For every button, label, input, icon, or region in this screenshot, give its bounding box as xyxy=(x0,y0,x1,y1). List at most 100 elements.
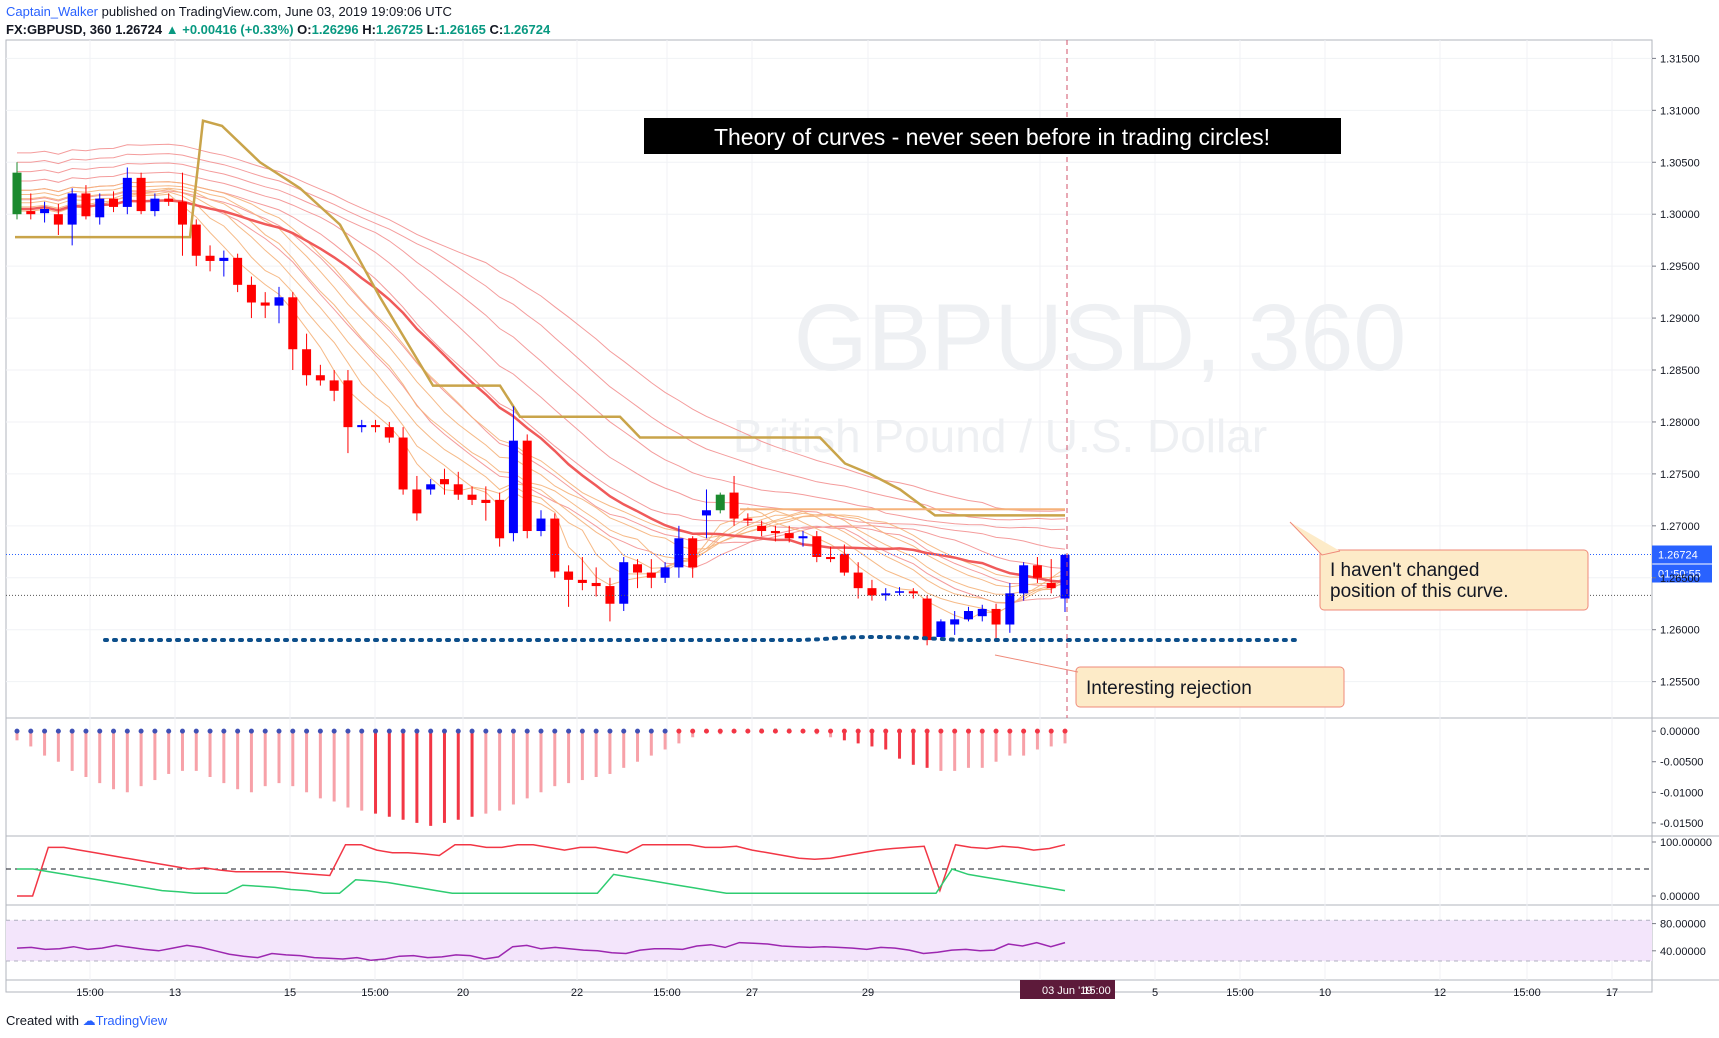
price-tick-label: 1.30000 xyxy=(1660,209,1700,221)
price-tick-label: 1.29000 xyxy=(1660,313,1700,325)
histogram-panel: 0.00000 -0.00500 -0.01000 -0.01500 xyxy=(14,726,1703,830)
candle-body xyxy=(53,214,63,225)
price-tick-label: 1.25500 xyxy=(1660,677,1700,689)
candle-body xyxy=(757,525,767,532)
candle-body xyxy=(619,562,629,604)
close-label: C: xyxy=(489,22,504,37)
histogram-dot xyxy=(703,728,709,734)
histogram-dot xyxy=(69,728,75,734)
candle-body xyxy=(95,198,105,218)
histogram-dot xyxy=(276,728,282,734)
histogram-dot xyxy=(621,728,627,734)
histogram-dot xyxy=(510,728,516,734)
candle-body xyxy=(329,380,339,391)
candle-body xyxy=(1032,565,1042,578)
time-tick-label: 20 xyxy=(457,987,469,999)
histogram-dot xyxy=(235,728,241,734)
candle-body xyxy=(715,494,725,511)
grid xyxy=(6,40,1719,992)
oscillator-tick-label: 100.00000 xyxy=(1660,837,1712,849)
candle-body xyxy=(895,591,905,593)
candle-body xyxy=(977,608,987,617)
watermark-name: British Pound / U.S. Dollar xyxy=(733,410,1267,462)
histogram-dot xyxy=(28,728,34,734)
candle-body xyxy=(136,177,146,212)
ohlc-legend: FX:GBPUSD, 360 1.26724 ▲ +0.00416 (+0.33… xyxy=(6,22,550,37)
candle-body xyxy=(784,533,794,539)
candle-body xyxy=(343,380,353,428)
histogram-tick-label: 0.00000 xyxy=(1660,726,1700,738)
time-axis: 15:00 13 15 15:00 20 22 15:00 27 29 03 Jun '19 5 15… xyxy=(76,980,1618,999)
histogram-dot xyxy=(566,728,572,734)
publish-info: Captain_Walker published on TradingView.… xyxy=(6,4,452,19)
histogram-dot xyxy=(993,728,999,734)
time-tick-label: 22 xyxy=(571,987,583,999)
candle-body xyxy=(12,172,22,215)
candle-body xyxy=(908,591,918,594)
price-axis: 1.31500 1.31000 1.30500 1.30000 1.29500 1.290… xyxy=(1652,53,1700,689)
callout-rejection xyxy=(1075,666,1345,708)
candle-body xyxy=(812,536,822,557)
histogram-dot xyxy=(690,728,696,734)
callout-rejection-text: Interesting rejection xyxy=(1086,678,1252,699)
time-tick-label: 03 Jun '19 xyxy=(1042,985,1092,997)
time-tick-label: 12 xyxy=(1434,987,1446,999)
histogram-dot xyxy=(538,728,544,734)
candle-body xyxy=(798,536,808,539)
candle-body xyxy=(950,619,960,625)
candle-body xyxy=(729,492,739,519)
candle-body xyxy=(495,499,505,539)
rsi-band xyxy=(6,920,1652,961)
red-ma-line xyxy=(17,171,1066,550)
tradingview-link[interactable]: TradingView xyxy=(95,1013,168,1028)
histogram-dot xyxy=(483,728,489,734)
candle-body xyxy=(260,302,270,306)
candle-body xyxy=(936,621,946,637)
high-label: H: xyxy=(362,22,376,37)
histogram-dot xyxy=(662,728,668,734)
candles xyxy=(12,162,1070,646)
callout-curve xyxy=(1319,549,1589,611)
histogram-dot xyxy=(497,728,503,734)
candle-body xyxy=(688,538,698,568)
histogram-dot xyxy=(428,728,434,734)
candle-body xyxy=(770,531,780,534)
price-tick-label: 1.27500 xyxy=(1660,469,1700,481)
histogram-dot xyxy=(841,728,847,734)
histogram-dot xyxy=(552,728,558,734)
price-tick-label: 1.26000 xyxy=(1660,625,1700,637)
time-tick-label: 15:00 xyxy=(76,987,104,999)
time-tick-label: 15 xyxy=(284,987,296,999)
open-value: 1.26296 xyxy=(311,22,359,37)
histogram-dot xyxy=(248,728,254,734)
symbol-label[interactable]: FX:GBPUSD, 360 xyxy=(6,22,112,37)
countdown-box xyxy=(1652,564,1712,583)
title-text: Theory of curves - never seen before in … xyxy=(714,124,1270,150)
candle-body xyxy=(839,553,849,573)
candle-body xyxy=(701,510,711,516)
close-value: 1.26724 xyxy=(503,22,551,37)
histogram-tick-label: -0.01500 xyxy=(1660,818,1703,830)
author-link[interactable]: Captain_Walker xyxy=(6,4,99,19)
histogram-dot xyxy=(1062,728,1068,734)
candle-body xyxy=(467,494,477,500)
orange-ma-line xyxy=(17,188,1066,604)
candle-body xyxy=(426,484,436,490)
histogram-dot xyxy=(979,728,985,734)
current-date-badge xyxy=(1020,980,1115,999)
price-label: 1.26724 xyxy=(1658,549,1698,561)
orange-ma-line xyxy=(17,181,1066,579)
time-tick-label: 15:00 xyxy=(1226,987,1254,999)
histogram-dot xyxy=(42,728,48,734)
histogram-dot xyxy=(952,728,958,734)
histogram-dot xyxy=(400,728,406,734)
gold-step-line xyxy=(15,119,1065,517)
time-tick-label: 15:00 xyxy=(653,987,681,999)
tradingview-logo-icon[interactable]: ☁ xyxy=(82,1013,96,1028)
histogram-dot xyxy=(317,728,323,734)
candle-body xyxy=(439,479,449,485)
histogram-dot xyxy=(800,728,806,734)
red-ma-line xyxy=(17,162,1066,531)
candle-body xyxy=(522,440,532,532)
